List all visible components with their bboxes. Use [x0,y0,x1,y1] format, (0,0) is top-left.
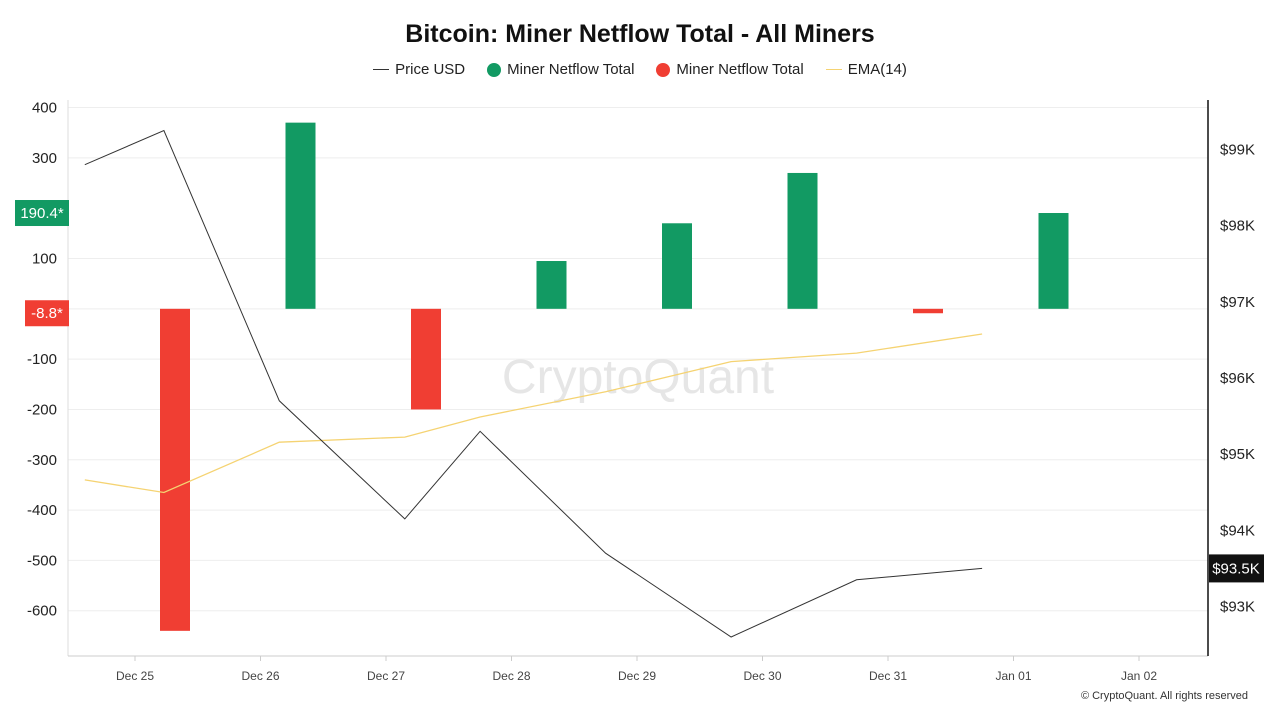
x-tick-label-3: Dec 28 [492,669,530,683]
legend-item-ema[interactable]: EMA(14) [825,61,907,78]
netflow-bar-1 [285,122,316,309]
right-tick-label-5: $94K [1220,522,1255,539]
legend-swatch-netflow-negative [656,62,671,77]
legend-item-netflow-positive[interactable]: Miner Netflow Total [487,61,634,78]
badge-netflow-negative [25,300,69,327]
legend-item-price[interactable]: Price USD [373,61,465,78]
netflow-bar-5 [787,172,818,309]
x-tick-label-5: Dec 30 [743,669,781,683]
legend-label-netflow-positive: Miner Netflow Total [507,61,635,78]
legend-label-netflow-negative: Miner Netflow Total [676,61,804,78]
watermark: CryptoQuant [502,351,774,404]
left-tick-label-0: 400 [32,100,57,117]
x-tick-label-1: Dec 26 [241,669,279,683]
left-tick-label-7: -500 [27,552,57,569]
badge-price [1209,554,1264,583]
right-tick-label-4: $95K [1220,446,1255,463]
badge-netflow-positive [15,200,69,227]
netflow-bar-7 [1038,213,1069,309]
left-tick-label-5: -300 [27,452,57,469]
legend-swatch-ema [825,69,842,70]
right-tick-label-2: $97K [1220,294,1255,311]
badge-netflow-negative-text: -8.8* [31,305,63,322]
legend-label-ema: EMA(14) [847,61,907,78]
x-tick-label-8: Jan 02 [1121,669,1157,683]
right-tick-label-0: $99K [1220,142,1255,159]
footer-credit: © CryptoQuant. All rights reserved [1080,690,1248,702]
price-line [84,129,983,638]
ema-line [84,333,983,494]
right-tick-label-1: $98K [1220,218,1255,235]
left-tick-label-4: -200 [27,401,57,418]
x-tick-label-2: Dec 27 [367,669,405,683]
legend-item-netflow-negative[interactable]: Miner Netflow Total [656,61,804,78]
x-tick-label-6: Dec 31 [869,669,907,683]
left-tick-label-1: 300 [32,150,57,167]
netflow-bar-0 [160,308,190,631]
netflow-bar-6 [913,308,943,314]
legend-label-price: Price USD [395,61,466,78]
x-tick-label-7: Jan 01 [995,669,1031,683]
legend: Price USD Miner Netflow Total Miner Netf… [0,61,1280,78]
chart-title: Bitcoin: Miner Netflow Total - All Miner… [405,20,875,48]
right-tick-label-6: $93K [1220,598,1255,615]
badge-price-text: $93.5K [1212,560,1260,577]
legend-swatch-netflow-positive [487,62,502,77]
right-tick-label-3: $96K [1220,370,1255,387]
x-tick-label-0: Dec 25 [116,669,154,683]
netflow-bar-3 [536,261,567,309]
left-tick-label-3: -100 [27,351,57,368]
left-tick-label-6: -400 [27,502,57,519]
badge-netflow-positive-text: 190.4* [20,205,64,222]
left-tick-label-2: 100 [32,250,57,267]
netflow-bar-4 [662,223,692,309]
legend-swatch-price [373,69,390,70]
netflow-bar-2 [411,308,441,410]
left-tick-label-8: -600 [27,603,57,620]
x-tick-label-4: Dec 29 [618,669,656,683]
